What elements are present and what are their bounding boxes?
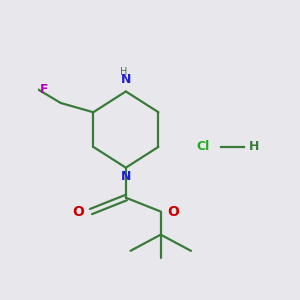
Text: F: F — [40, 82, 48, 96]
Text: H: H — [249, 140, 260, 153]
Text: N: N — [121, 170, 131, 183]
Text: N: N — [121, 73, 131, 86]
Text: O: O — [72, 205, 84, 219]
Text: O: O — [168, 205, 180, 219]
Text: H: H — [120, 67, 127, 77]
Text: Cl: Cl — [196, 140, 210, 153]
